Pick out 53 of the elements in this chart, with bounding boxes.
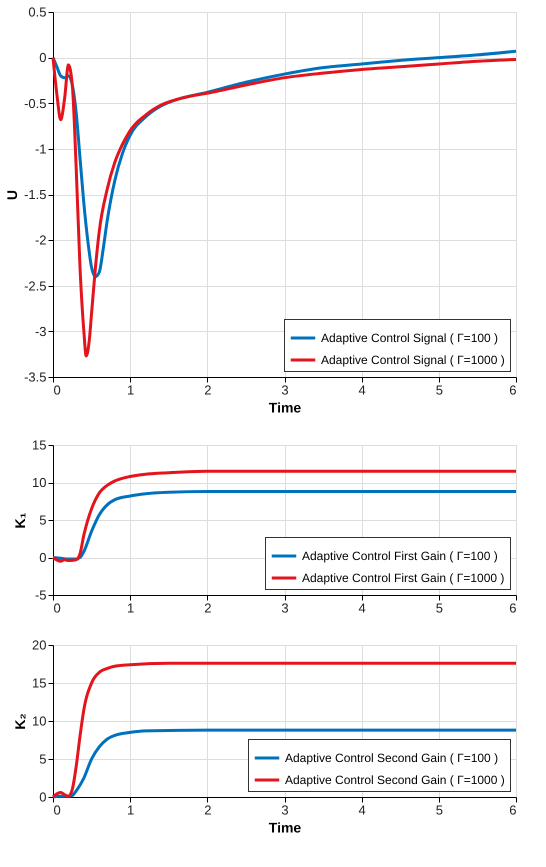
y-axis-title: U <box>4 190 20 200</box>
x-tick-label: 2 <box>204 802 212 818</box>
y-tick-label: -0.5 <box>24 96 46 111</box>
y-tick-label: 0 <box>39 550 46 565</box>
y-tick-label: 5 <box>39 512 46 528</box>
x-tick-label: 0 <box>54 382 61 398</box>
y-tick-label: 15 <box>32 438 46 452</box>
y-tick-label: -1 <box>34 141 46 156</box>
legend-label: Adaptive Control Second Gain ( Γ=100 ) <box>285 751 498 765</box>
y-tick-label: 0 <box>39 50 46 66</box>
x-tick-label: 6 <box>509 382 516 398</box>
x-tick-label: 2 <box>204 600 212 616</box>
y-tick-label: 15 <box>32 676 46 690</box>
y-axis-title: K₁ <box>12 512 28 528</box>
y-tick-label: 20 <box>32 638 46 652</box>
x-tick-label: 0 <box>54 802 61 818</box>
x-tick-label: 4 <box>358 802 366 818</box>
x-tick-label: 6 <box>509 600 516 616</box>
x-tick-label: 5 <box>436 600 443 616</box>
y-tick-label: 10 <box>32 714 46 728</box>
y-tick-label: -5 <box>34 588 46 602</box>
x-tick-label: 0 <box>54 600 61 616</box>
x-axis-title: Time <box>268 400 302 416</box>
x-tick-label: 1 <box>127 802 134 818</box>
x-axis-title: Time <box>268 820 302 836</box>
legend-label: Adaptive Control First Gain ( Γ=1000 ) <box>302 571 504 585</box>
y-tick-label: -2 <box>34 232 46 248</box>
legend-label: Adaptive Control Signal ( Γ=100 ) <box>321 331 498 345</box>
legend-label: Adaptive Control Second Gain ( Γ=1000 ) <box>285 773 505 787</box>
y-axis-title: K₂ <box>12 713 28 730</box>
legend-label: Adaptive Control Signal ( Γ=1000 ) <box>321 353 505 367</box>
legend-label: Adaptive Control First Gain ( Γ=100 ) <box>302 549 498 563</box>
y-tick-label: 10 <box>32 475 46 490</box>
x-tick-label: 5 <box>436 382 443 398</box>
x-tick-label: 4 <box>358 600 366 616</box>
line-series <box>52 470 518 563</box>
x-tick-label: 1 <box>127 600 134 616</box>
y-tick-label: 5 <box>39 752 46 766</box>
x-tick-label: 1 <box>127 382 134 398</box>
x-tick-label: 2 <box>204 382 212 398</box>
x-tick-label: 3 <box>281 600 289 616</box>
x-tick-label: 4 <box>358 382 366 398</box>
x-tick-label: 6 <box>509 802 516 818</box>
x-tick-label: 5 <box>436 802 443 818</box>
y-tick-label: 0.5 <box>28 4 46 20</box>
y-tick-label: -2.5 <box>24 278 46 294</box>
y-tick-label: 0 <box>39 790 46 804</box>
y-tick-label: -1.5 <box>24 187 46 202</box>
y-tick-label: -3 <box>34 324 46 339</box>
y-tick-label: -3.5 <box>24 370 46 384</box>
x-tick-label: 3 <box>281 802 289 818</box>
x-tick-label: 3 <box>281 382 289 398</box>
line-series <box>52 490 518 560</box>
